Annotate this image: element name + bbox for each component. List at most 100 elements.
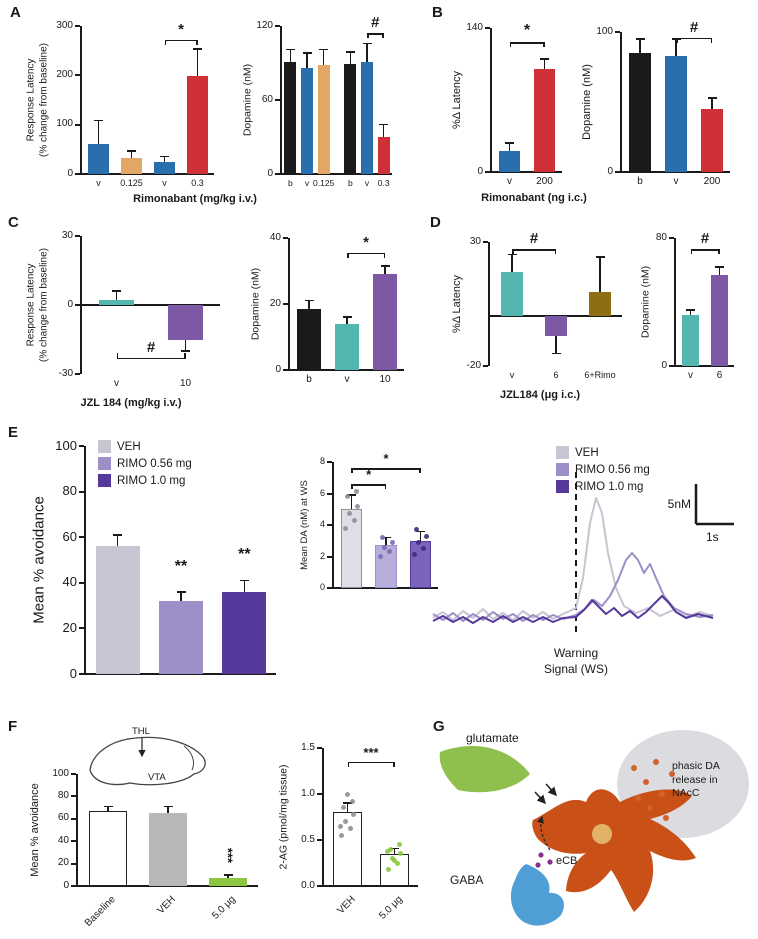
significance-marker: # [689,18,699,36]
data-point [389,539,395,545]
error-bar [227,874,229,879]
x-axis [322,885,418,887]
error-cap [181,350,190,352]
y-tick [75,74,80,77]
y-axis-label: 2-AG (pmol/mg tissue) [277,764,290,870]
y-axis-label: Mean DA (nM) at WS [299,480,311,570]
dopamine-neuron [532,789,696,912]
sig-bracket [367,33,384,35]
y-tick-label: 0 [319,582,325,593]
circuit-diagram: glutamate GABA eCB [439,730,749,926]
y-tick [327,555,332,558]
sig-bracket-end [164,39,166,45]
data-point [345,791,350,797]
y-tick [75,373,80,375]
significance-marker: * [383,451,389,467]
error-bar [163,156,166,162]
sig-bracket-end [676,37,678,43]
sig-bracket [351,484,386,486]
y-tick-label: 1.0 [301,787,315,799]
panel-b-x-axis-title: Rimonabant (ng i.c.) [481,192,587,204]
error-cap [302,52,312,54]
y-tick-label: 120 [256,19,273,31]
y-tick [327,587,332,589]
thl-label: THL [132,726,150,737]
x-tick-label: b [287,178,293,188]
x-tick-label: v [162,178,167,188]
error-cap [304,299,314,302]
legend-swatch-rimo056 [556,463,569,476]
sig-bracket-end [347,761,349,767]
glutamate-label: glutamate [466,731,519,745]
y-axis [280,26,282,174]
x-tick-label: 6 [716,370,723,381]
error-bar [196,49,199,77]
y-tick [615,171,620,173]
x-tick-label: v [688,370,693,381]
data-point [424,533,430,539]
error-bar [346,317,348,324]
legend-label-rimo056: RIMO 0.56 mg [575,463,650,476]
data-point [397,842,402,848]
data-point [381,544,387,550]
error-cap [239,579,249,582]
x-axis [80,173,214,175]
y-tick-label: 100 [55,437,77,453]
glutamate-arrow [534,791,547,805]
bar [154,161,175,174]
bar [99,300,134,305]
sig-bracket-end [718,249,720,255]
legend-label-veh: VEH [575,446,599,459]
sig-bracket [509,42,545,44]
error-cap [113,534,123,536]
significance-marker: # [529,230,539,248]
sig-bracket [690,249,720,251]
error-cap [163,805,173,808]
error-cap [686,309,695,311]
bar [301,67,313,174]
bar [375,545,397,588]
gaba-label: GABA [450,873,483,887]
x-axis [84,673,276,675]
panel-f-2ag-chart: 0.0 0.5 1.0 1.5 2-AG (pmol/mg tissue) VEH 5.0 … [274,736,422,932]
scale-v-label: 5nM [668,497,691,511]
scale-h-label: 1s [706,530,719,544]
data-point [353,489,359,495]
y-tick-label: 30 [61,229,73,241]
y-tick [75,173,80,175]
warning-signal-label: Warning Signal (WS) [543,646,608,676]
y-tick [615,31,620,33]
panel-d-dopamine-chart: 0 80 Dopamine (nM) v 6 # [636,226,736,384]
y-axis-label: Dopamine (nM) [249,267,262,341]
panel-a-latency-chart: 0 100 200 300 Response Latency (% change fro… [26,12,218,192]
bar [544,316,568,337]
sig-bracket-end [512,249,514,255]
y-axis-label: Dopamine (nM) [639,265,652,339]
significance-marker: * [523,22,531,40]
data-point [398,851,403,857]
bar [379,853,410,886]
y-tick-label: 100 [56,118,73,130]
y-axis [84,446,86,674]
legend-swatch-veh [556,446,569,459]
error-bar [543,58,546,70]
y-axis [490,28,492,172]
x-tick-label: b [306,374,312,385]
x-tick-label: 10 [379,374,391,385]
error-bar [306,53,308,68]
x-tick-label: 5.0 μg [376,894,405,922]
sig-bracket-end [351,468,353,474]
bar [681,314,700,366]
error-bar [599,256,601,292]
data-point [412,552,418,558]
bar [158,601,204,674]
bar [88,144,109,174]
sig-bracket [351,468,421,470]
error-bar [115,291,118,301]
panel-f-label: F [8,718,18,735]
data-point [421,546,427,552]
error-cap [112,290,121,292]
error-cap [362,42,372,45]
significance-marker: * [178,20,184,38]
